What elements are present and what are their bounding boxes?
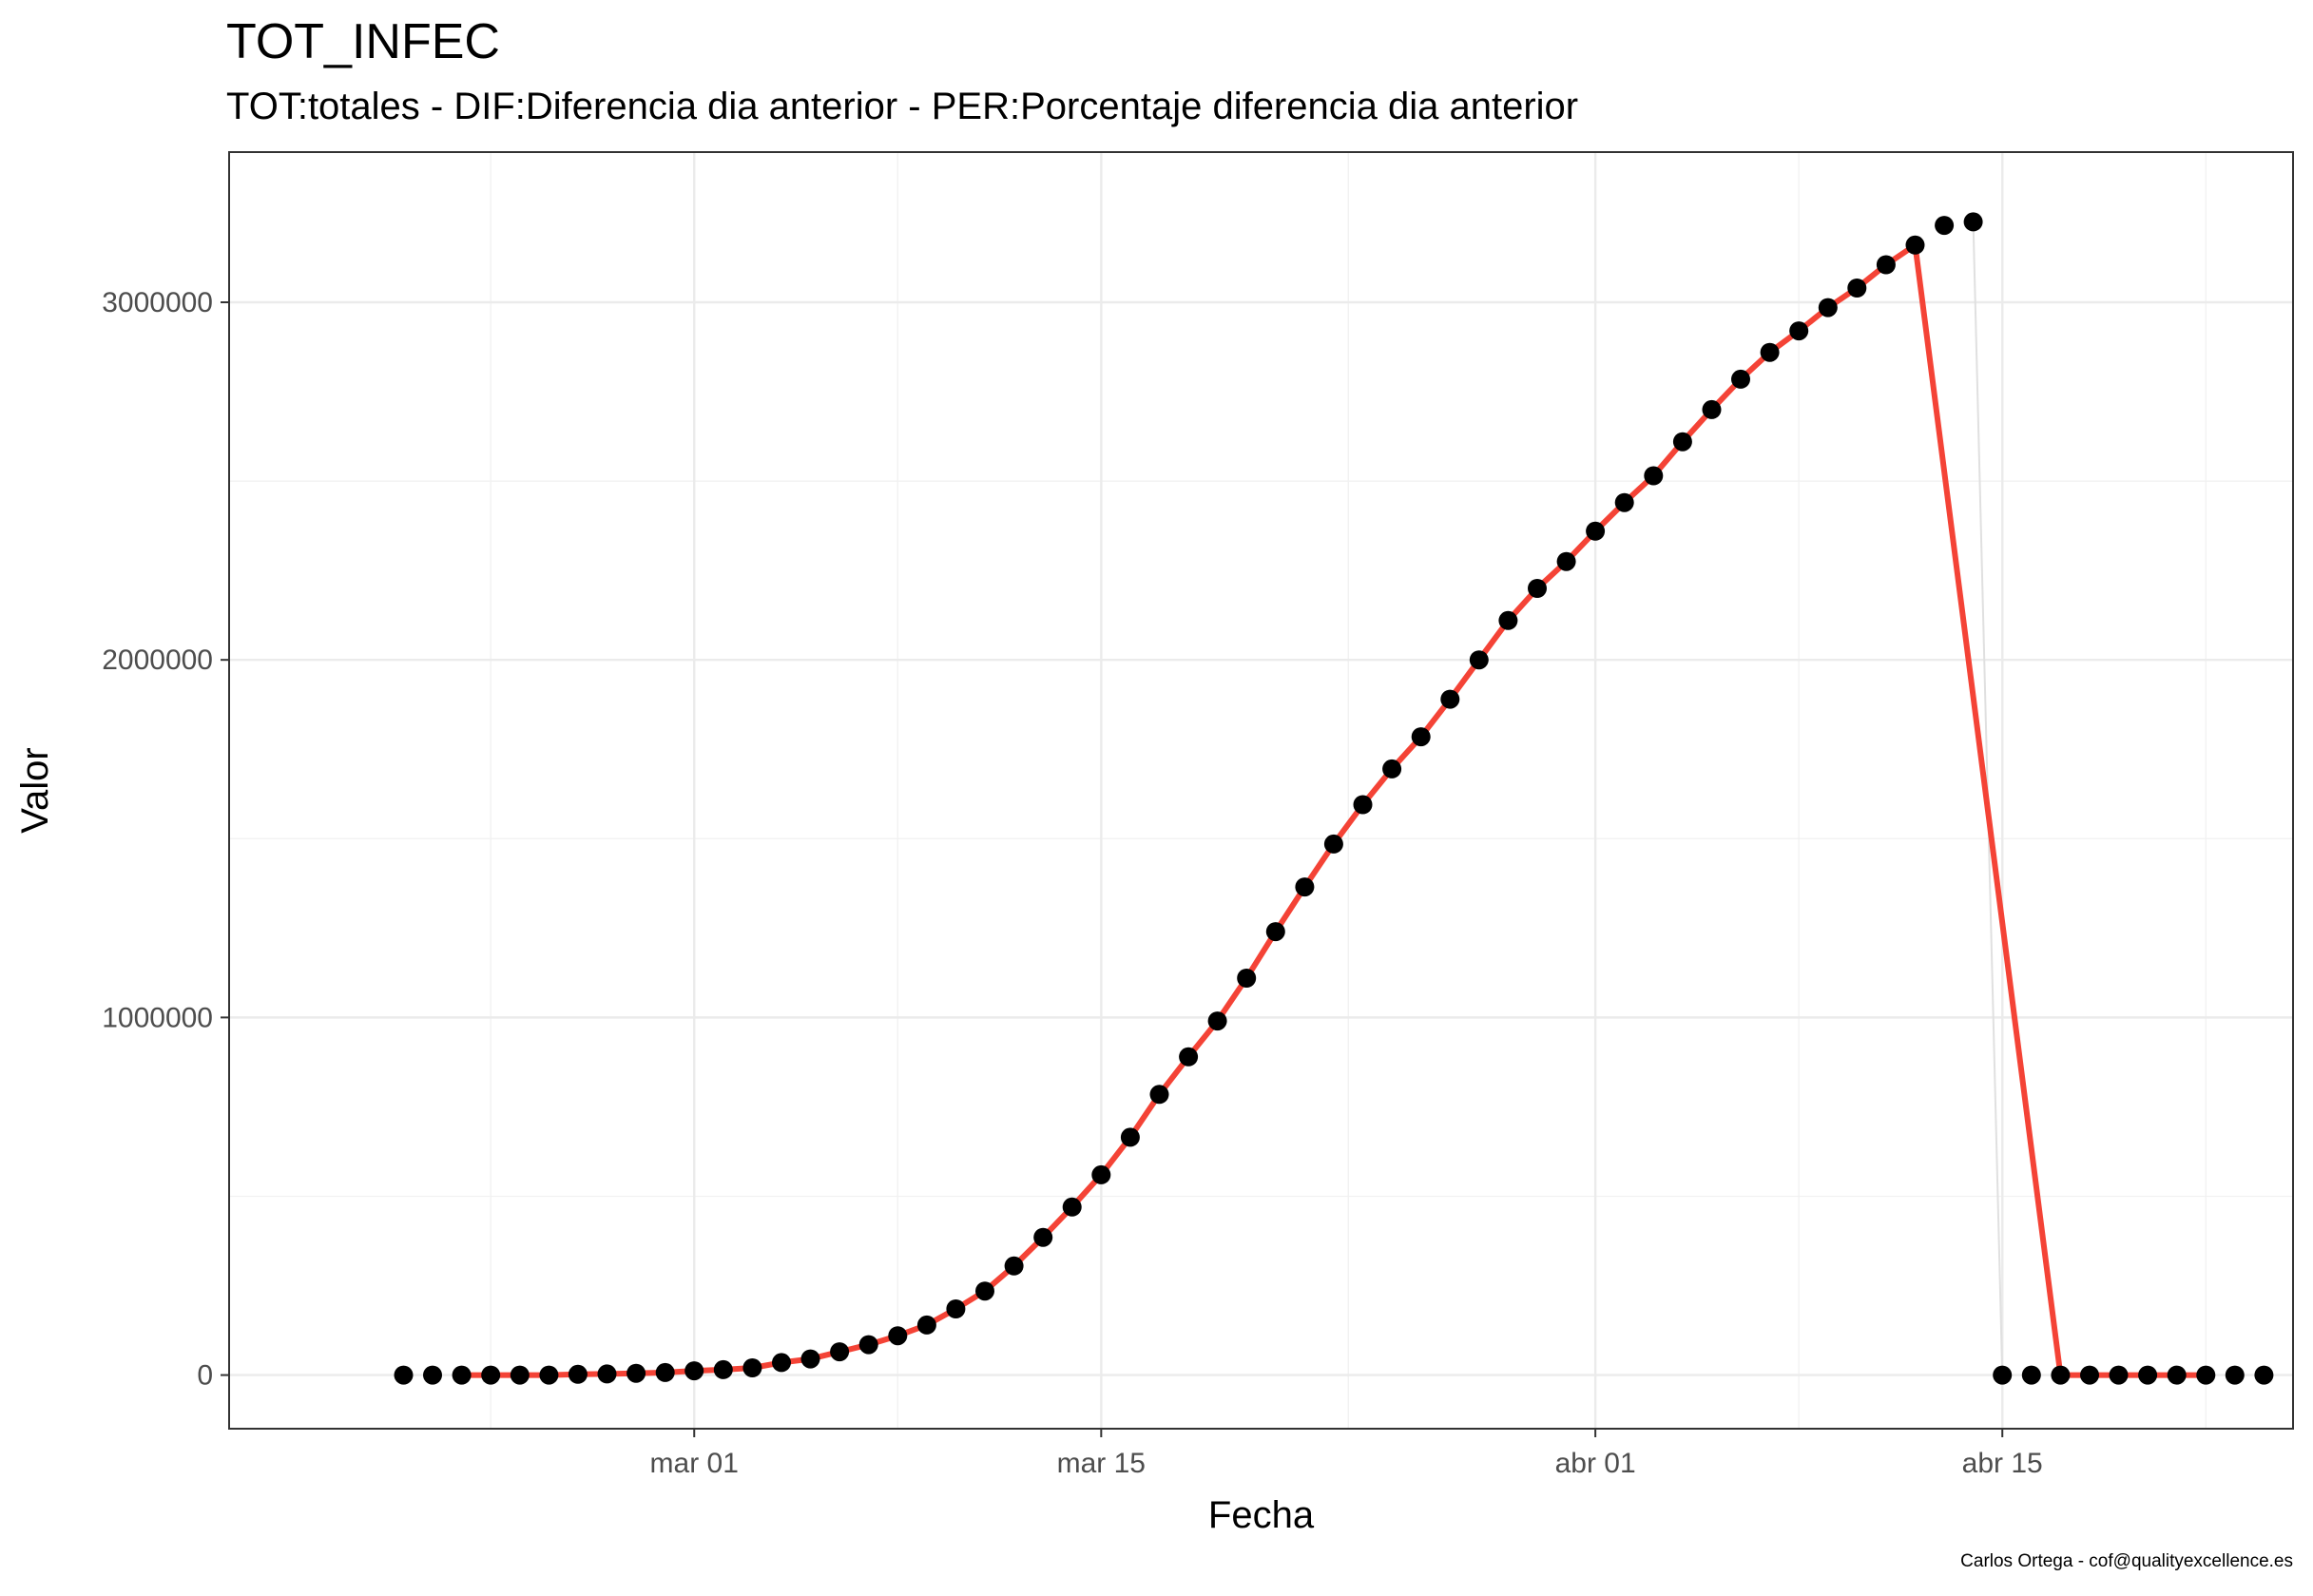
x-tick-label: abr 15 bbox=[1962, 1448, 2043, 1479]
data-point bbox=[1644, 466, 1664, 486]
data-point bbox=[1295, 877, 1315, 897]
data-point bbox=[452, 1365, 472, 1385]
data-point bbox=[946, 1299, 966, 1318]
data-point bbox=[568, 1364, 588, 1384]
data-point bbox=[975, 1281, 994, 1301]
data-point bbox=[626, 1363, 646, 1383]
data-point bbox=[1004, 1256, 1024, 1276]
chart-title: TOT_INFEC bbox=[226, 14, 500, 69]
data-point bbox=[1353, 795, 1373, 815]
chart-caption: Carlos Ortega - cof@qualityexcellence.es bbox=[1960, 1551, 2293, 1571]
data-point bbox=[1179, 1047, 1199, 1067]
data-point bbox=[539, 1365, 559, 1385]
series-layer bbox=[394, 212, 2274, 1385]
data-point bbox=[394, 1365, 414, 1385]
data-point bbox=[2167, 1365, 2187, 1385]
data-point bbox=[772, 1353, 791, 1373]
data-point bbox=[1935, 216, 1955, 236]
data-point bbox=[510, 1365, 530, 1385]
data-point bbox=[597, 1364, 617, 1384]
data-point bbox=[1091, 1164, 1111, 1184]
data-point bbox=[481, 1365, 501, 1385]
data-point bbox=[423, 1365, 442, 1385]
y-axis-title: Valor bbox=[14, 747, 56, 833]
data-point bbox=[858, 1335, 878, 1355]
data-point bbox=[1033, 1227, 1053, 1247]
data-point bbox=[1993, 1365, 2013, 1385]
data-point bbox=[1876, 255, 1896, 275]
data-point bbox=[2080, 1365, 2099, 1385]
data-point bbox=[1062, 1197, 1082, 1217]
x-axis: mar 01 mar 15 abr 01 abr 15 bbox=[650, 1429, 2043, 1479]
x-axis-title: Fecha bbox=[1208, 1494, 1315, 1536]
data-point bbox=[1731, 369, 1750, 389]
data-point bbox=[1586, 521, 1606, 541]
data-point bbox=[742, 1358, 762, 1377]
data-point bbox=[1702, 399, 1722, 419]
data-point bbox=[1528, 579, 1547, 598]
y-tick-label: 1000000 bbox=[102, 1002, 213, 1033]
data-point bbox=[2021, 1365, 2041, 1385]
data-point bbox=[1818, 298, 1838, 317]
major-gridlines bbox=[229, 152, 2293, 1429]
y-axis: 0 1000000 2000000 3000000 bbox=[102, 287, 229, 1392]
data-point bbox=[888, 1326, 908, 1346]
y-tick-label: 2000000 bbox=[102, 644, 213, 676]
data-point bbox=[1382, 759, 1402, 779]
chart-subtitle: TOT:totales - DIF:Diferencia dia anterio… bbox=[226, 86, 1579, 127]
data-point bbox=[1469, 650, 1489, 670]
y-tick-label: 3000000 bbox=[102, 287, 213, 318]
data-point bbox=[1120, 1127, 1140, 1147]
data-point bbox=[2196, 1365, 2216, 1385]
data-point bbox=[1760, 342, 1780, 362]
data-point bbox=[1963, 212, 1983, 232]
panel-border bbox=[228, 151, 2294, 1430]
x-tick-label: mar 01 bbox=[650, 1448, 739, 1479]
data-point bbox=[2051, 1365, 2071, 1385]
x-tick-label: abr 01 bbox=[1555, 1448, 1636, 1479]
data-point bbox=[800, 1349, 820, 1369]
data-point bbox=[1265, 922, 1285, 942]
data-point bbox=[1789, 321, 1809, 341]
data-point bbox=[916, 1315, 936, 1335]
y-tick-label: 0 bbox=[197, 1360, 213, 1392]
data-point bbox=[655, 1362, 675, 1382]
data-point bbox=[2254, 1365, 2274, 1385]
minor-gridlines bbox=[229, 152, 2293, 1429]
data-point bbox=[1237, 969, 1257, 988]
data-point bbox=[1672, 432, 1692, 452]
data-point bbox=[713, 1359, 733, 1379]
data-point bbox=[1207, 1011, 1227, 1031]
data-point bbox=[1905, 235, 1925, 255]
data-point bbox=[1411, 727, 1431, 747]
data-point bbox=[2138, 1365, 2158, 1385]
data-point bbox=[1149, 1085, 1169, 1105]
data-point bbox=[2109, 1365, 2129, 1385]
data-point bbox=[830, 1342, 850, 1362]
data-point bbox=[684, 1361, 704, 1381]
data-point bbox=[1556, 551, 1576, 571]
fit-line bbox=[458, 241, 2209, 1378]
data-point bbox=[1440, 689, 1460, 709]
x-tick-label: mar 15 bbox=[1057, 1448, 1146, 1479]
data-point bbox=[1614, 492, 1634, 512]
data-point bbox=[2225, 1365, 2245, 1385]
data-point bbox=[1847, 279, 1867, 298]
data-point bbox=[1498, 610, 1518, 630]
data-point bbox=[1323, 834, 1343, 854]
